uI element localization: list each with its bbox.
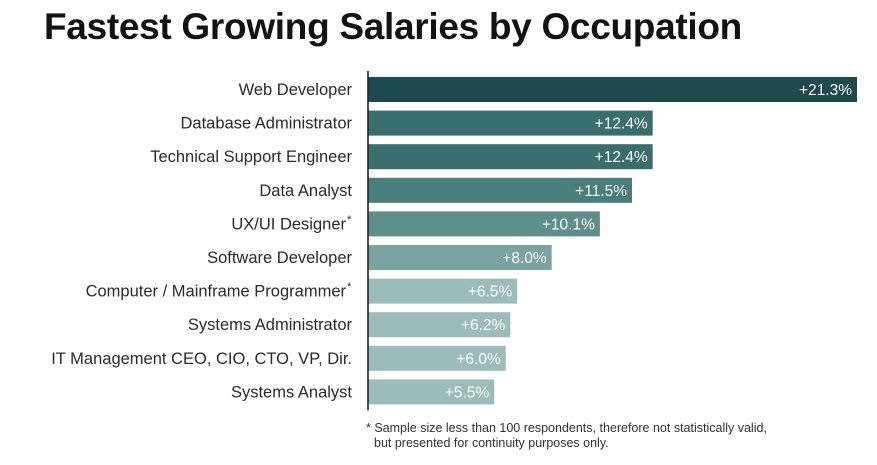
category-label-4: UX/UI Designer [231,215,346,233]
bar-8 [368,345,506,371]
footnote-line-1: * Sample size less than 100 respondents,… [366,421,767,435]
category-label-1: Database Administrator [180,115,352,133]
bar-7 [368,312,511,338]
category-label-5: Software Developer [207,249,352,267]
category-label-0: Web Developer [239,81,353,99]
bar-9 [368,379,495,405]
bar-value-label-6: +6.5% [468,284,513,301]
category-label-6: Computer / Mainframe Programmer [86,283,347,301]
bar-2 [368,144,653,170]
chart-title: Fastest Growing Salaries by Occupation [44,6,742,47]
bar-3 [368,177,633,203]
category-label-7: Systems Administrator [188,316,353,334]
bar-value-label-8: +6.0% [456,351,501,368]
bar-value-label-9: +5.5% [445,384,490,401]
bar-value-label-3: +11.5% [575,183,627,200]
bar-6 [368,278,518,304]
bar-value-label-2: +12.4% [595,149,648,166]
bar-1 [368,110,653,136]
footnote-line-2: but presented for continuity purposes on… [374,436,609,450]
asterisk-mark-6: * [347,281,352,293]
bar-value-label-0: +21.3% [799,82,852,99]
bar-value-label-7: +6.2% [461,317,506,334]
category-label-3: Data Analyst [259,182,352,200]
bar-4 [368,211,600,237]
category-label-8: IT Management CEO, CIO, CTO, VP, Dir. [51,350,352,368]
bar-value-label-5: +8.0% [502,250,547,267]
category-label-2: Technical Support Engineer [150,148,352,166]
bar-5 [368,245,552,270]
asterisk-mark-4: * [347,214,352,226]
bar-0 [368,77,857,102]
footnote: * Sample size less than 100 respondents,… [366,421,767,451]
bar-value-label-1: +12.4% [595,116,648,133]
category-label-9: Systems Analyst [231,383,352,401]
bar-value-label-4: +10.1% [542,216,595,233]
bar-chart: +21.3% Web Developer +12.4% Database Admini… [51,71,857,411]
